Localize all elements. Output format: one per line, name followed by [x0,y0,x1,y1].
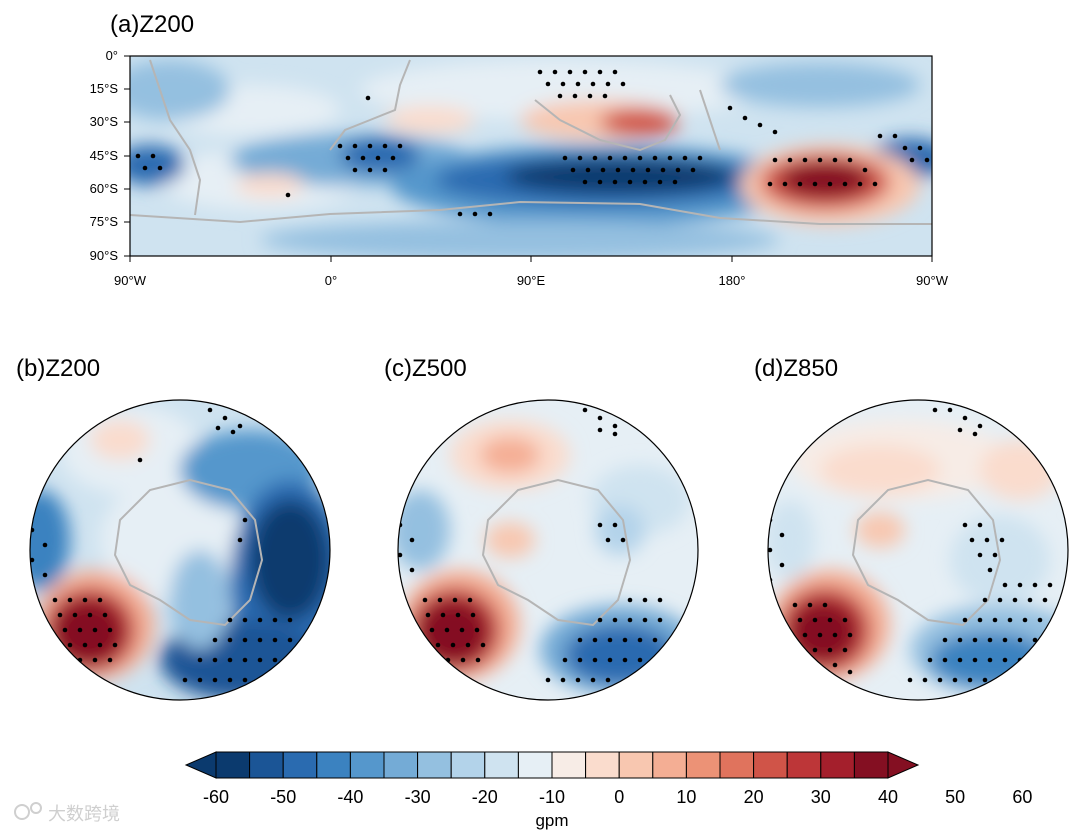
colorbar-tick-label: 0 [614,787,624,807]
colorbar-swatch [215,751,251,779]
colorbar-swatch [316,751,351,779]
colorbar-tick-label: -30 [405,787,431,807]
panel-a-title: (a)Z200 [110,11,194,38]
colorbar-swatch [685,751,721,779]
colorbar-swatch [618,751,654,779]
panel-b-frame [29,399,331,701]
watermark: 大数跨境 [14,802,120,824]
colorbar: -60 -50 -40 -30 -20 -10 0 10 20 30 40 50 60 gpm [184,751,1032,830]
lat-tick: 60°S [90,181,119,196]
panel-d: (d)Z850 [754,355,1069,701]
panel-d-title: (d)Z850 [754,355,838,382]
panel-a-lat-labels: 0° 15°S 30°S 45°S 60°S 75°S 90°S [90,48,119,263]
watermark-text: 大数跨境 [48,804,120,824]
panel-c-frame [397,399,699,701]
panel-a-lon-labels: 90°W 0° 90°E 180° 90°W [114,273,949,288]
lat-tick: 0° [106,48,118,63]
colorbar-swatch [417,751,452,779]
panel-a-significance-dots [135,69,930,217]
colorbar-tick-label: -10 [539,787,565,807]
colorbar-units: gpm [535,811,568,830]
panel-a-map-field [130,56,932,256]
antarctica-outline [113,478,264,627]
colorbar-swatch [383,751,419,779]
panel-b-title: (b)Z200 [16,355,100,382]
lat-tick: 15°S [90,81,119,96]
panel-a-lon-axis [129,256,933,262]
colorbar-swatch [652,751,687,779]
colorbar-over-arrow [887,751,920,779]
lat-tick: 30°S [90,114,119,129]
panel-c: (c)Z500 [384,355,699,701]
lon-tick: 90°W [114,273,147,288]
colorbar-tick-labels: -60 -50 -40 -30 -20 -10 0 10 20 30 40 50 60 [203,787,1032,807]
panel-a-lat-axis [124,55,130,257]
lat-tick: 75°S [90,214,119,229]
colorbar-swatch [249,751,284,779]
panel-a: (a)Z200 [90,11,949,288]
colorbar-tick-label: -40 [337,787,363,807]
colorbar-swatch [753,751,788,779]
colorbar-swatch [786,751,822,779]
panel-b-map-field [30,400,330,700]
lon-tick: 0° [325,273,337,288]
colorbar-tick-label: 60 [1012,787,1032,807]
colorbar-swatch [349,751,385,779]
panel-c-map-field [398,400,698,700]
colorbar-swatch [517,751,553,779]
colorbar-tick-label: 10 [676,787,696,807]
colorbar-tick-label: 30 [811,787,831,807]
panel-d-map-field [768,400,1068,700]
colorbar-swatch [585,751,620,779]
colorbar-tick-label: 50 [945,787,965,807]
lon-tick: 180° [719,273,746,288]
colorbar-swatch [820,751,855,779]
colorbar-swatch [484,751,519,779]
colorbar-tick-label: -50 [270,787,296,807]
colorbar-swatch [853,751,889,779]
panel-b: (b)Z200 [16,355,331,701]
colorbar-under-arrow [184,751,217,779]
panel-d-frame [767,399,1069,701]
lon-tick: 90°W [916,273,949,288]
colorbar-swatch [719,751,755,779]
colorbar-tick-label: -60 [203,787,229,807]
lat-tick: 45°S [90,148,119,163]
colorbar-swatch [450,751,486,779]
colorbar-swatches [184,751,920,779]
colorbar-swatch [282,751,318,779]
antarctica-outline [481,478,632,627]
colorbar-tick-label: 20 [744,787,764,807]
lat-tick: 90°S [90,248,119,263]
colorbar-tick-label: 40 [878,787,898,807]
antarctica-outline [851,478,1002,627]
panel-c-title: (c)Z500 [384,355,467,382]
colorbar-tick-label: -20 [472,787,498,807]
colorbar-swatch [551,751,587,779]
lon-tick: 90°E [517,273,546,288]
watermark-logo-icon [14,802,42,820]
